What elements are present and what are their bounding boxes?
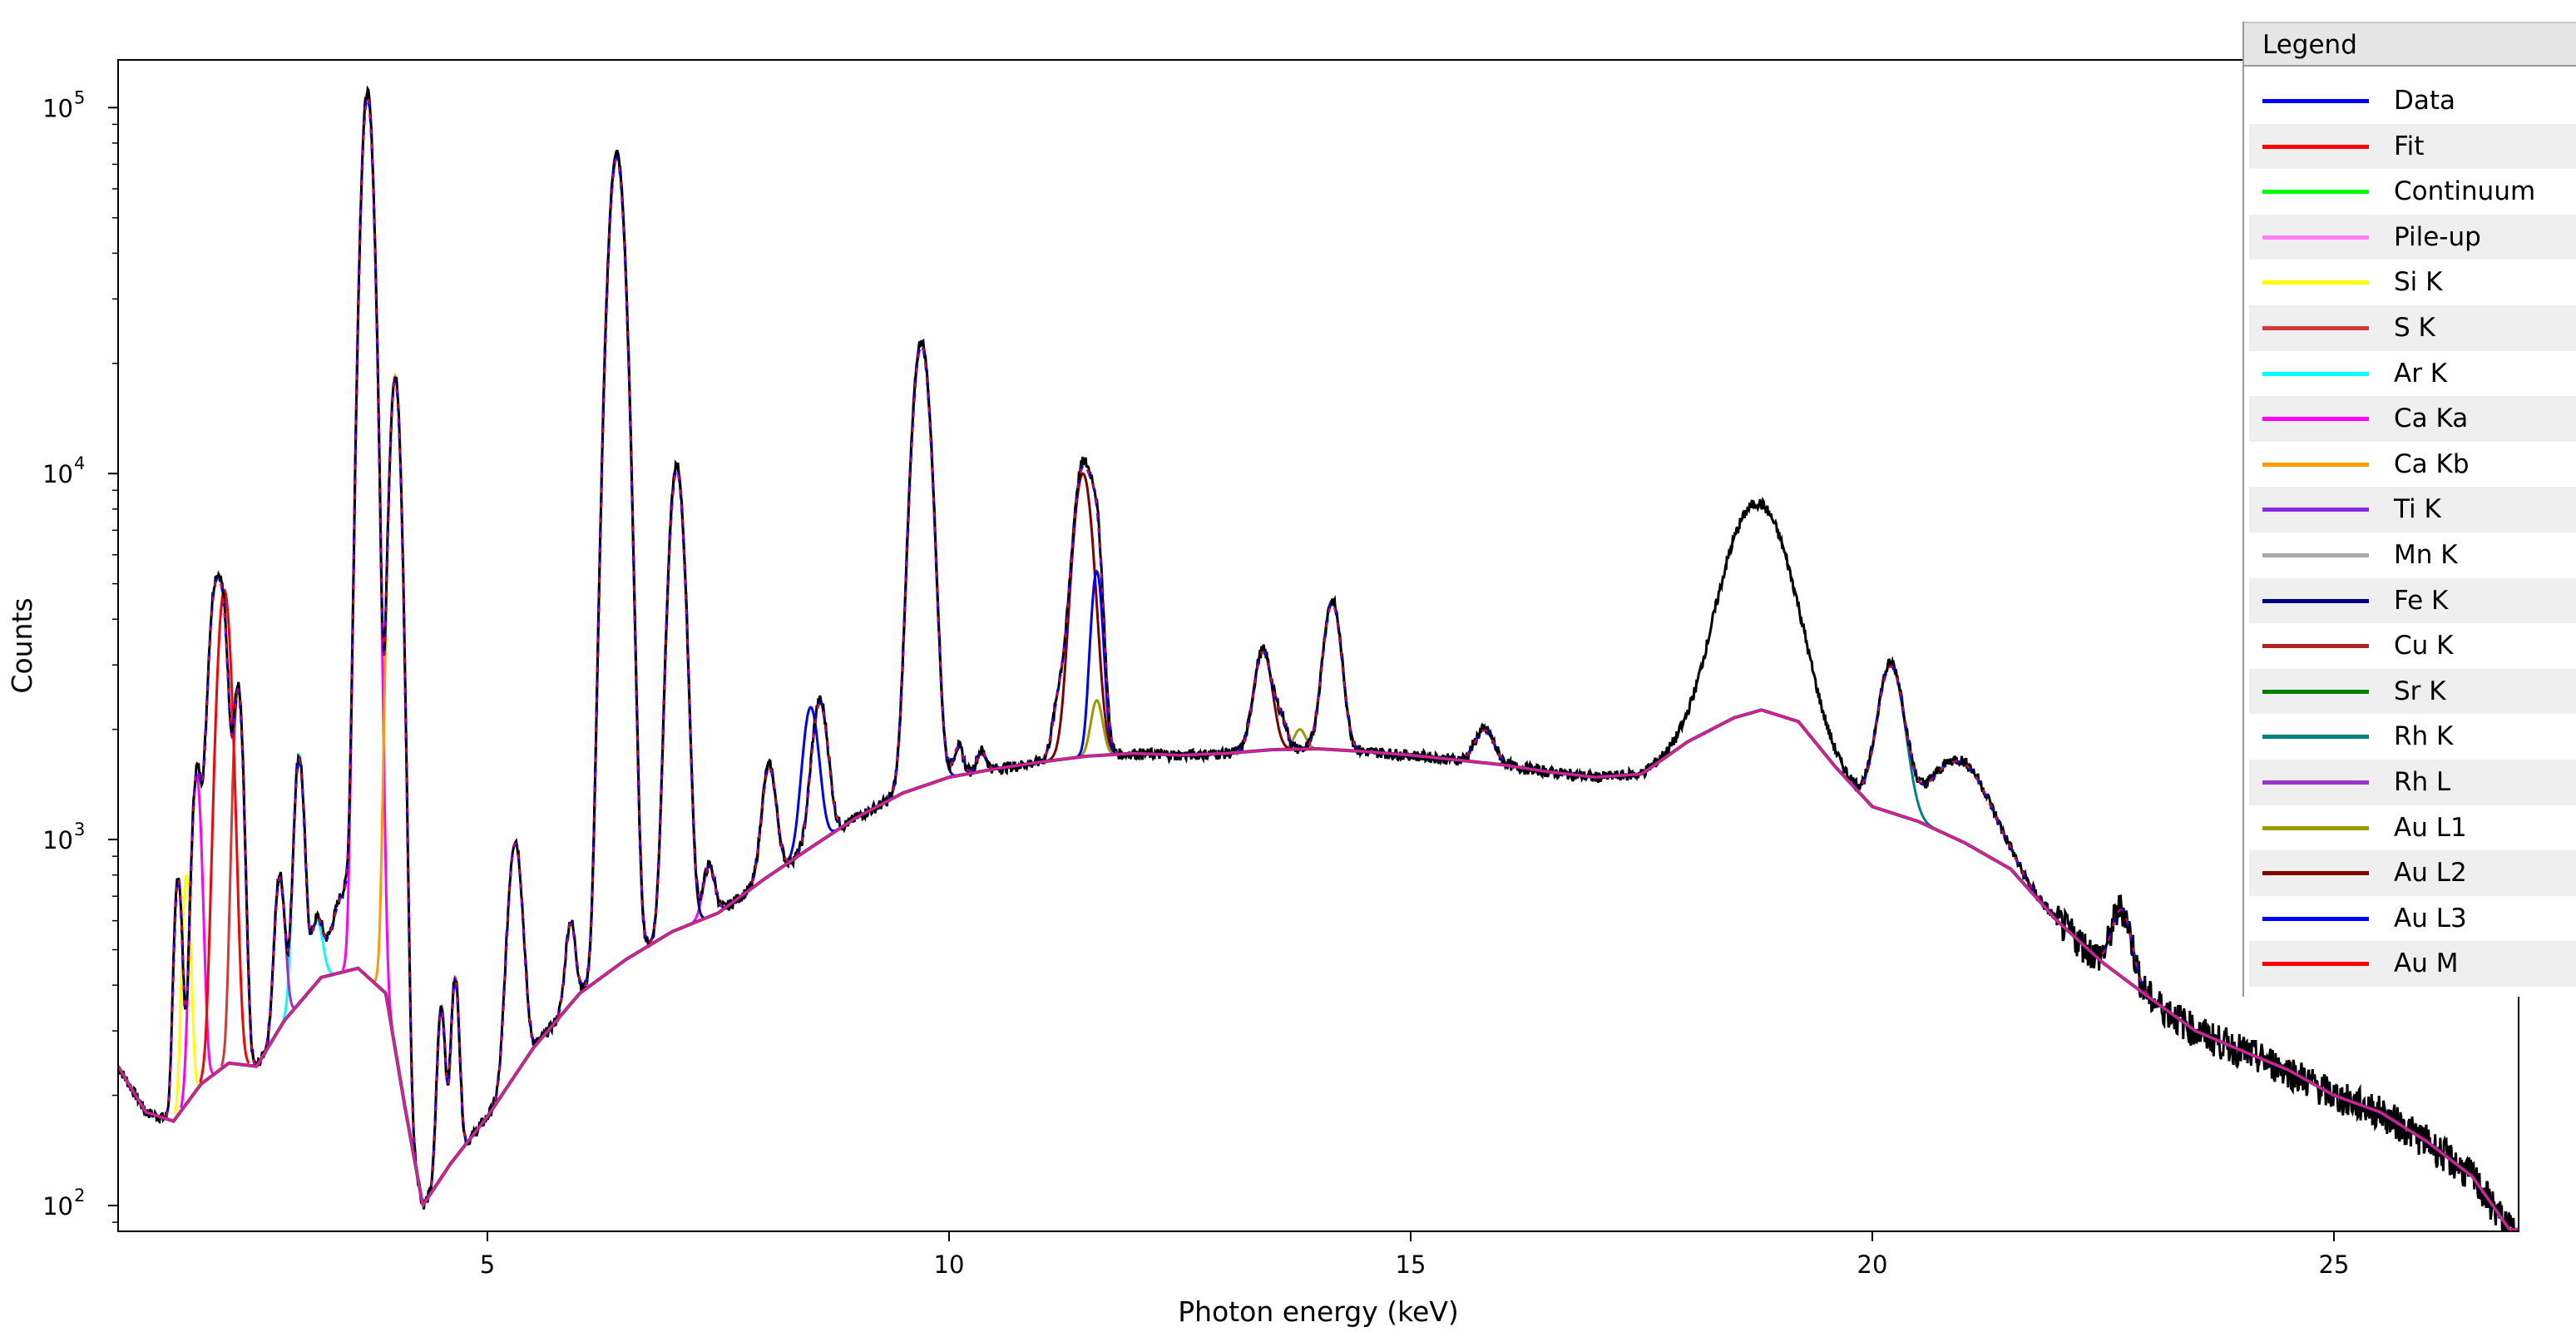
legend-title: Legend (2244, 22, 2576, 67)
series-au-l1-curve (1078, 699, 1115, 759)
legend-swatch (2262, 417, 2369, 422)
legend-item[interactable]: Data (2249, 78, 2576, 124)
legend-swatch (2262, 462, 2369, 467)
y-tick-exponent: 2 (74, 1186, 85, 1206)
legend-item[interactable]: Au L2 (2249, 850, 2576, 896)
legend-swatch (2262, 325, 2369, 330)
legend-item[interactable]: S K (2249, 305, 2576, 351)
legend-swatch (2262, 735, 2369, 740)
x-tick-label: 20 (1857, 1250, 1888, 1279)
series-au-l1-curve (1283, 728, 1317, 750)
legend-item[interactable]: Ar K (2249, 351, 2576, 397)
y-tick-exponent: 5 (74, 87, 85, 107)
x-tick-label: 25 (2319, 1250, 2350, 1279)
legend-item[interactable]: Au L1 (2249, 805, 2576, 851)
legend-item[interactable]: Ti K (2249, 487, 2576, 532)
legend-swatch (2262, 825, 2369, 830)
legend-label: Cu K (2394, 631, 2454, 661)
legend-label: Au M (2394, 948, 2459, 979)
legend-item[interactable]: Continuum (2249, 169, 2576, 215)
legend-item[interactable]: Cu K (2249, 623, 2576, 669)
legend-swatch (2262, 235, 2369, 240)
legend-swatch (2262, 598, 2369, 603)
series-au-l3-curve (784, 706, 837, 865)
x-tick-label: 10 (934, 1250, 965, 1279)
legend-label: Continuum (2394, 176, 2536, 207)
legend-label: Rh L (2394, 766, 2451, 797)
legend-label: Fe K (2394, 585, 2449, 616)
y-tick-label: 10 (42, 94, 73, 122)
legend-panel[interactable]: Legend Data Fit Continuum Pile-up Si K S K Ar … (2242, 22, 2576, 997)
legend-label: Au L2 (2394, 858, 2467, 889)
legend-label: Au L1 (2394, 812, 2467, 843)
legend-label: Ca Ka (2394, 404, 2469, 434)
legend-item[interactable]: Au M (2249, 941, 2576, 987)
legend-swatch (2262, 689, 2369, 694)
legend-swatch (2262, 644, 2369, 649)
legend-item[interactable]: Si K (2249, 260, 2576, 305)
pile-up-curve (118, 708, 2519, 1231)
x-tick-label: 15 (1396, 1250, 1426, 1279)
legend-swatch (2262, 780, 2369, 785)
y-tick-label: 10 (42, 1192, 73, 1221)
legend-label: Ca Kb (2394, 448, 2470, 479)
legend-swatch (2262, 280, 2369, 285)
legend-label: Mn K (2394, 539, 2458, 570)
legend-item[interactable]: Ca Kb (2249, 442, 2576, 488)
legend-item[interactable]: Fit (2249, 123, 2576, 170)
legend-label: Rh K (2394, 721, 2454, 752)
series-si-k-curve (173, 874, 200, 1115)
legend-swatch (2262, 99, 2369, 103)
legend-item[interactable]: Rh K (2249, 714, 2576, 760)
legend-label: Sr K (2394, 676, 2446, 706)
series-au-l2-curve (1046, 472, 1120, 763)
fit-curve-overlay (118, 97, 2519, 1230)
legend-swatch (2262, 371, 2369, 376)
plot-area (118, 60, 2519, 1231)
legend-swatch (2262, 552, 2369, 557)
legend-swatch (2262, 962, 2369, 967)
legend-item[interactable]: Mn K (2249, 532, 2576, 578)
legend-label: Data (2394, 86, 2456, 116)
legend-label: Fit (2394, 131, 2425, 161)
legend-item[interactable]: Pile-up (2249, 214, 2576, 260)
y-tick-label: 10 (42, 826, 73, 854)
x-axis-title: Photon energy (keV) (1178, 1295, 1459, 1328)
legend-swatch (2262, 871, 2369, 876)
legend-label: Ar K (2394, 358, 2448, 389)
legend-label: Au L3 (2394, 903, 2467, 933)
y-tick-exponent: 4 (74, 453, 85, 473)
legend-label: Pile-up (2394, 221, 2481, 252)
y-axis-title: Counts (6, 597, 38, 693)
legend-item[interactable]: Fe K (2249, 577, 2576, 624)
legend-swatch (2262, 508, 2369, 512)
legend-list: Data Fit Continuum Pile-up Si K S K Ar K Ca Ka C… (2249, 78, 2576, 987)
x-tick-label: 5 (480, 1250, 495, 1279)
legend-swatch (2262, 144, 2369, 149)
legend-item[interactable]: Ca Ka (2249, 396, 2576, 442)
legend-swatch (2262, 190, 2369, 195)
y-tick-label: 10 (42, 460, 73, 488)
series-au-m-curve (199, 588, 250, 1083)
legend-label: Ti K (2394, 494, 2441, 525)
legend-item[interactable]: Sr K (2249, 668, 2576, 715)
y-tick-exponent: 3 (74, 820, 85, 839)
legend-swatch (2262, 916, 2369, 921)
legend-item[interactable]: Rh L (2249, 759, 2576, 805)
legend-label: S K (2394, 312, 2435, 343)
legend-label: Si K (2394, 267, 2443, 298)
legend-item[interactable]: Au L3 (2249, 896, 2576, 942)
